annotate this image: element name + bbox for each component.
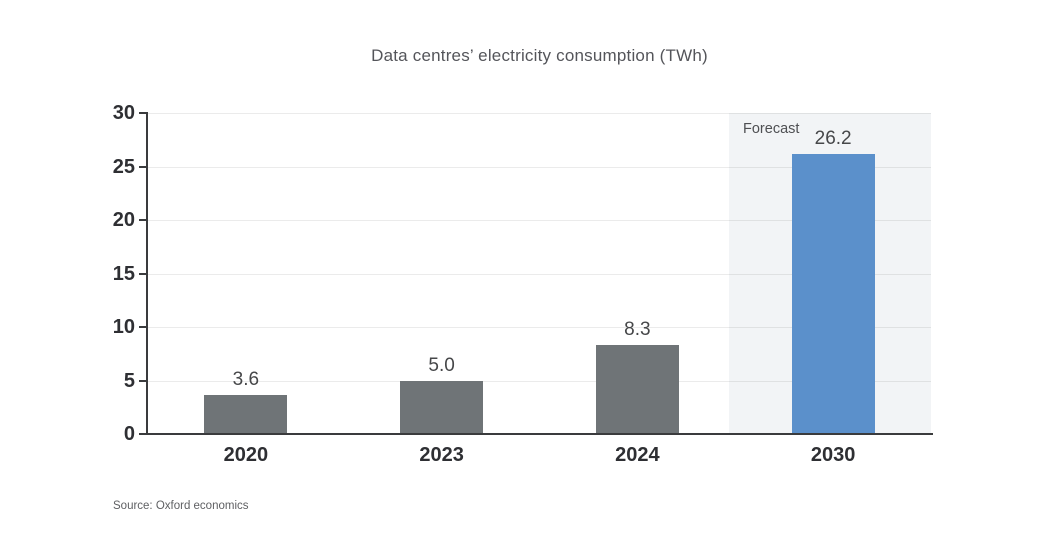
y-tick-30 <box>139 112 146 114</box>
gridline-y20 <box>148 220 931 221</box>
bar-2020 <box>204 395 288 434</box>
x-axis-line <box>146 433 933 435</box>
x-category-label-2020: 2020 <box>223 444 269 466</box>
plot-area: 3.6 5.0 8.3 26.2 <box>148 113 931 434</box>
gridline-y30 <box>148 113 931 114</box>
y-tick-0 <box>139 433 146 435</box>
chart-title: Data centres’ electricity consumption (T… <box>371 46 708 65</box>
y-tick-5 <box>139 379 146 382</box>
y-tick-label-20: 20 <box>112 209 135 231</box>
y-tick-label-0: 0 <box>123 423 135 445</box>
bar-2023 <box>400 380 484 434</box>
value-label-2024: 8.3 <box>624 319 651 341</box>
y-tick-label-10: 10 <box>112 316 135 338</box>
y-tick-25 <box>139 165 146 168</box>
y-tick-10 <box>139 326 146 328</box>
y-tick-label-25: 25 <box>112 155 135 178</box>
forecast-annotation-label: Forecast <box>743 121 800 137</box>
gridline-y15 <box>148 273 931 275</box>
gridline-y5 <box>148 380 931 382</box>
value-label-2023: 5.0 <box>428 354 455 376</box>
bar-2030 <box>791 153 875 434</box>
source-note: Source: Oxford economics <box>113 500 249 512</box>
gridline-y10 <box>148 327 931 328</box>
x-category-label-2030: 2030 <box>810 444 856 466</box>
value-label-2020: 3.6 <box>232 369 260 391</box>
y-tick-20 <box>139 219 146 221</box>
gridline-y25 <box>148 166 931 168</box>
y-tick-label-5: 5 <box>123 369 135 392</box>
y-tick-label-30: 30 <box>112 102 135 124</box>
bar-2024 <box>595 345 679 434</box>
y-tick-15 <box>139 272 146 275</box>
x-category-label-2023: 2023 <box>419 444 464 466</box>
value-label-2030: 26.2 <box>814 127 852 149</box>
y-tick-label-15: 15 <box>112 262 135 285</box>
x-category-label-2024: 2024 <box>615 444 660 466</box>
y-axis-line <box>146 112 148 435</box>
